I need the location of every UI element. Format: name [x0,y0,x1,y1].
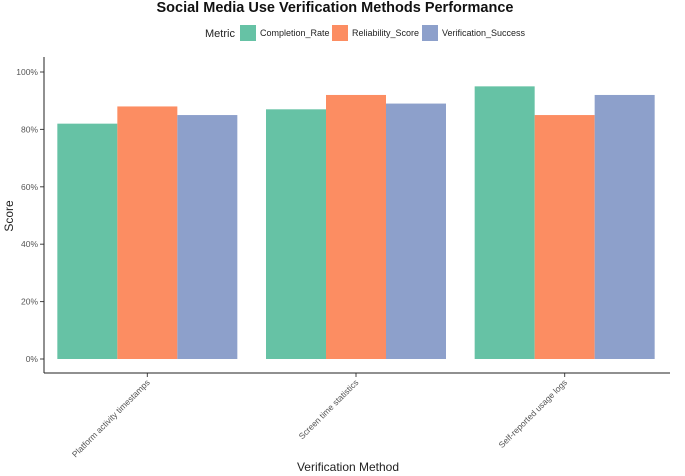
x-tick-label: Screen time statistics [297,377,361,441]
y-tick-label: 20% [21,297,38,307]
x-axis-title: Verification Method [297,460,399,474]
bars [57,86,655,360]
bar-completion-rate [266,109,326,359]
y-tick-label: 60% [21,182,38,192]
bar-reliability-score [326,94,386,360]
legend-label: Reliability_Score [352,28,419,38]
y-tick-label: 100% [16,67,38,77]
legend-label: Completion_Rate [260,28,330,38]
y-axis-title: Score [2,200,16,232]
bar-verification-success [177,115,238,359]
x-axis: Platform activity timestamps Screen time … [70,373,569,459]
legend-swatch [332,25,348,41]
bar-verification-success [594,94,655,360]
y-tick-label: 80% [21,124,38,134]
legend-title: Metric [205,28,235,40]
legend-label: Verification_Success [442,28,526,38]
y-tick-label: 40% [21,239,38,249]
legend: Metric Completion_Rate Reliability_Score V… [205,25,526,41]
y-axis: 0% 20% 40% 60% 80% 100% [16,67,44,364]
bar-completion-rate [57,123,118,359]
chart-title: Social Media Use Verification Methods Pe… [157,0,514,16]
legend-swatch [422,25,438,41]
legend-swatch [240,25,256,41]
bar-reliability-score [534,115,595,359]
bar-completion-rate [474,86,535,359]
x-tick-label: Self-reported usage logs [497,377,570,450]
bar-reliability-score [117,106,178,359]
y-tick-label: 0% [26,354,39,364]
x-tick-label: Platform activity timestamps [70,377,152,459]
bar-verification-success [386,103,446,359]
